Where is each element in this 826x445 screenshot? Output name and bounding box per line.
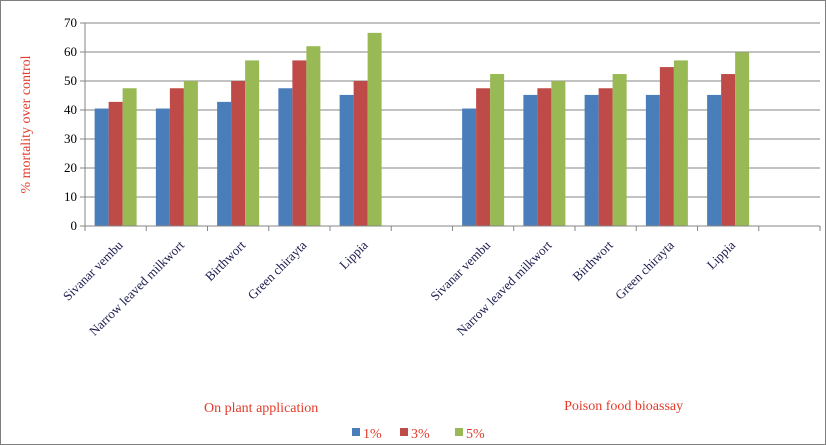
bar-5pct-2	[245, 60, 260, 226]
y-tick-label: 60	[64, 44, 77, 59]
bar-5pct-1	[183, 81, 198, 226]
bar-1pct-10	[707, 94, 722, 226]
bar-3pct-4	[353, 81, 368, 226]
bar-5pct-8	[612, 74, 627, 226]
bar-3pct-7	[537, 88, 552, 226]
bar-5pct-4	[367, 32, 382, 226]
y-axis-title: % mortality over control	[19, 55, 34, 193]
bar-5pct-6	[490, 74, 505, 226]
bar-3pct-6	[476, 88, 491, 226]
y-tick-label: 40	[64, 102, 77, 117]
y-tick-label: 70	[64, 15, 77, 30]
bar-1pct-4	[339, 94, 354, 226]
bar-3pct-3	[292, 60, 307, 226]
legend-label: 3%	[411, 427, 430, 442]
bar-3pct-1	[169, 88, 184, 226]
bar-5pct-0	[122, 88, 137, 226]
bars	[94, 32, 750, 227]
group-label-on-plant: On plant application	[204, 401, 318, 416]
legend-label: 5%	[466, 427, 485, 442]
bar-1pct-9	[645, 94, 660, 226]
bar-3pct-8	[598, 88, 613, 226]
bar-3pct-10	[721, 74, 736, 226]
axes	[84, 23, 821, 231]
y-tick-label: 30	[64, 131, 77, 146]
legend-swatch-1pct	[352, 428, 360, 436]
bar-5pct-9	[673, 60, 688, 226]
bar-3pct-0	[108, 101, 123, 226]
bar-1pct-0	[94, 108, 109, 226]
gridlines	[80, 22, 820, 227]
bar-3pct-2	[231, 81, 246, 226]
bar-5pct-3	[306, 46, 321, 227]
bar-3pct-9	[659, 67, 674, 226]
y-tick-label: 0	[71, 218, 78, 233]
y-tick-label: 50	[64, 73, 77, 88]
y-tick-label: 20	[64, 160, 77, 175]
bar-1pct-3	[278, 88, 293, 226]
legend-label: 1%	[363, 427, 382, 442]
group-label-poison-food: Poison food bioassay	[564, 399, 683, 414]
legend: 1% 3% 5%	[352, 427, 485, 442]
bar-1pct-7	[523, 94, 538, 226]
bar-5pct-7	[551, 81, 566, 226]
bar-1pct-6	[462, 108, 477, 226]
y-tick-labels: 0 10 20 30 40 50 60 70	[64, 15, 77, 233]
legend-swatch-5pct	[455, 428, 463, 436]
bar-1pct-1	[155, 108, 170, 226]
y-tick-label: 10	[64, 189, 77, 204]
bar-1pct-8	[584, 94, 599, 226]
bar-1pct-2	[217, 101, 232, 226]
bar-5pct-10	[735, 52, 750, 226]
legend-swatch-3pct	[400, 428, 408, 436]
